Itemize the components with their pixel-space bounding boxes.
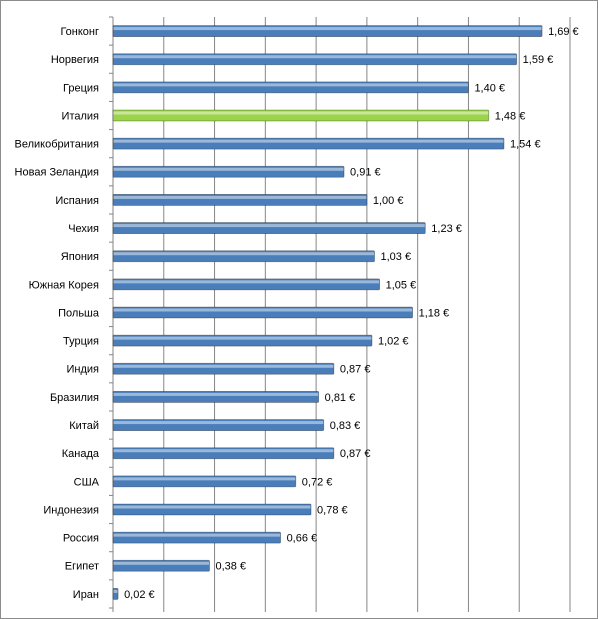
category-label: Египет: [65, 561, 99, 573]
category-label: Турция: [63, 336, 99, 348]
category-label: Иран: [73, 589, 99, 601]
bar: [112, 531, 281, 544]
bar-shine: [113, 308, 413, 312]
bar: [112, 278, 380, 291]
category-label: Китай: [69, 420, 99, 432]
bar: [112, 165, 345, 178]
category-label: Чехия: [68, 223, 99, 235]
bar: [112, 362, 335, 375]
value-label: 0,91 €: [350, 167, 381, 179]
bar-shine: [113, 589, 118, 593]
category-label: США: [74, 476, 100, 488]
value-label: 0,38 €: [215, 561, 246, 573]
category-label: Бразилия: [50, 392, 99, 404]
bar: [112, 109, 490, 122]
category-label: Южная Корея: [29, 279, 99, 291]
bar: [112, 447, 335, 460]
bar: [112, 588, 119, 600]
bar-shine: [113, 111, 489, 115]
bar-shine: [113, 421, 324, 425]
value-label: 0,87 €: [340, 448, 371, 460]
value-label: 1,02 €: [378, 336, 409, 348]
bar: [112, 334, 373, 347]
bar: [112, 475, 297, 488]
category-label: Канада: [62, 448, 100, 460]
category-label: Великобритания: [15, 139, 100, 151]
bar: [112, 81, 469, 94]
category-label: Россия: [63, 533, 99, 545]
bar: [112, 503, 312, 516]
category-label: Польша: [58, 307, 100, 319]
category-label: Италия: [62, 110, 100, 122]
bar-shine: [113, 505, 311, 509]
category-label: Гонконг: [60, 26, 99, 38]
bar: [112, 391, 320, 403]
category-label: Новая Зеландия: [15, 167, 99, 179]
bar-shine: [113, 139, 504, 143]
value-label: 0,02 €: [124, 589, 155, 601]
bar: [112, 53, 518, 66]
value-label: 0,72 €: [302, 476, 333, 488]
bar-shine: [113, 336, 372, 340]
value-label: 0,81 €: [325, 392, 356, 404]
category-label: Япония: [61, 251, 99, 263]
bar: [112, 137, 505, 150]
bar-shine: [113, 449, 334, 453]
bar-shine: [113, 392, 319, 396]
value-label: 1,00 €: [373, 195, 404, 207]
value-label: 0,78 €: [317, 504, 348, 516]
value-label: 0,66 €: [287, 533, 318, 545]
bar-shine: [113, 83, 468, 87]
bar: [112, 419, 325, 431]
bar: [112, 306, 413, 319]
value-label: 1,69 €: [548, 26, 579, 38]
value-label: 1,54 €: [510, 139, 541, 151]
category-label: Греция: [63, 82, 99, 94]
bar-shine: [113, 280, 380, 284]
bar-shine: [113, 561, 209, 565]
bar-shine: [113, 533, 281, 537]
value-label: 1,03 €: [381, 251, 412, 263]
bar-shine: [113, 364, 334, 368]
category-label: Индонезия: [43, 504, 99, 516]
bar: [112, 222, 426, 234]
value-label: 0,87 €: [340, 364, 371, 376]
bar-shine: [113, 477, 296, 481]
value-label: 1,23 €: [431, 223, 462, 235]
bar-shine: [113, 252, 375, 256]
category-label: Испания: [55, 195, 99, 207]
bar: [112, 25, 543, 37]
bar-shine: [113, 27, 542, 31]
category-label: Индия: [66, 364, 99, 376]
value-label: 1,40 €: [474, 82, 505, 94]
bar-shine: [113, 224, 425, 228]
value-label: 1,48 €: [495, 110, 526, 122]
bar-shine: [113, 55, 517, 59]
category-label: Норвегия: [51, 54, 99, 66]
value-label: 1,59 €: [523, 54, 554, 66]
value-label: 0,83 €: [330, 420, 361, 432]
value-label: 1,05 €: [386, 279, 417, 291]
bar-shine: [113, 195, 367, 199]
bar-shine: [113, 167, 344, 171]
bar: [112, 194, 368, 206]
bar: [112, 559, 210, 572]
bar: [112, 250, 375, 263]
value-label: 1,18 €: [419, 307, 450, 319]
